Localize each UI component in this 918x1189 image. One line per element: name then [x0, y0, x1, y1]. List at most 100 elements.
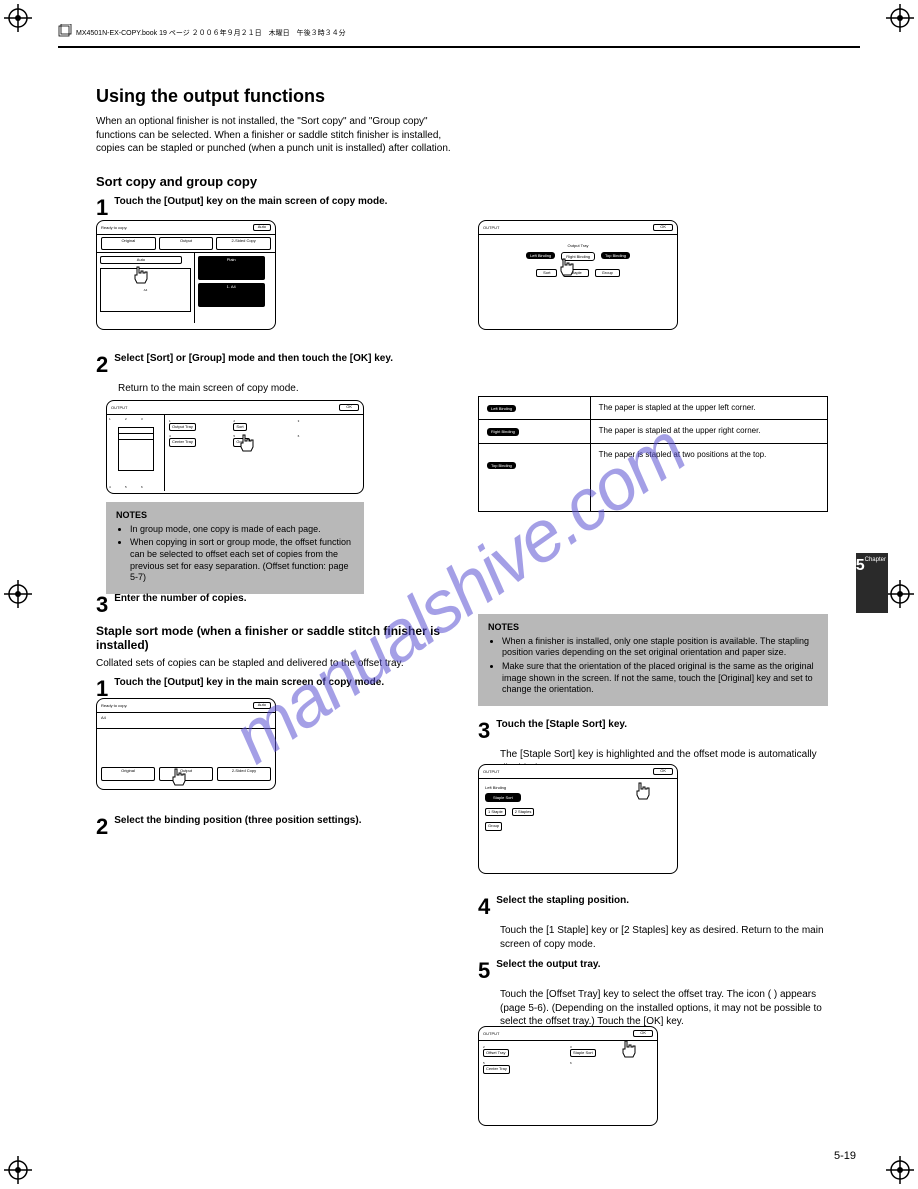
footer-meta: MX4501N-EX-COPY.book 19 ページ ２００６年９月２１日 木… [76, 28, 346, 38]
left-binding-button[interactable]: Left Binding [526, 252, 555, 259]
dark-panel: Plain [198, 256, 265, 280]
auto-button[interactable]: Auto [253, 224, 271, 230]
diagram-title: OUTPUT [483, 769, 499, 774]
diagram-output: OUTPUT OK 1 2 3 4 5 6 1Output Tray 2Sort [106, 400, 364, 494]
step-text: Select [Sort] or [Group] mode and then t… [114, 352, 456, 366]
step-number: 5 [478, 958, 490, 984]
offset-tray-button[interactable]: Offset Tray [483, 1049, 509, 1057]
hand-pointer-icon [169, 767, 189, 789]
hand-pointer-icon [237, 433, 257, 455]
num-label: 2 [125, 417, 127, 421]
section-title: Using the output functions [96, 86, 456, 107]
diagram-binding: OUTPUT OK Output Tray Left Binding Right… [478, 220, 678, 330]
num-label: 6 [141, 485, 143, 489]
two-staples-button[interactable]: 2 Staples [512, 808, 535, 816]
book-icon [58, 24, 72, 38]
one-staple-button[interactable]: 1 Staple [485, 808, 506, 816]
diagram-title: OUTPUT [483, 1031, 499, 1036]
hand-pointer-icon [619, 1039, 639, 1061]
section-intro: When an optional finisher is not install… [96, 115, 456, 156]
step-text: Touch the [Output] key on the main scree… [114, 195, 456, 209]
num-label: 4 [109, 485, 111, 489]
tab-original[interactable]: Original [101, 237, 156, 250]
crop-mark-icon [4, 1156, 32, 1184]
group-button[interactable]: Group [595, 269, 620, 277]
cell-label: 6 [570, 1061, 653, 1065]
binding-desc: The paper is stapled at two positions at… [590, 443, 827, 511]
page-number: 5-19 [834, 1150, 856, 1162]
center-tray-button[interactable]: Center Tray [169, 438, 196, 446]
finisher-heading: Staple sort mode (when a finisher or sad… [96, 624, 456, 653]
diagram-staple-sort: OUTPUT OK Left Binding Staple Sort 1 Sta… [478, 764, 678, 874]
auto-button[interactable]: Auto [253, 702, 271, 708]
side-tab: Chapter 5 [856, 553, 888, 613]
subheading-sort-group: Sort copy and group copy [96, 174, 456, 189]
top-binding-button[interactable]: Top Binding [601, 252, 630, 259]
chapter-number: 5 [856, 557, 865, 575]
step-number: 3 [96, 592, 108, 618]
binding-desc: The paper is stapled at the upper left c… [590, 397, 827, 420]
notes-box: NOTES In group mode, one copy is made of… [106, 502, 364, 594]
group-button[interactable]: Group [485, 822, 502, 830]
staple-sort-button[interactable]: Staple Sort [570, 1049, 596, 1057]
step-number: 2 [96, 814, 108, 840]
tab-2sided[interactable]: 2-Sided Copy [217, 767, 271, 781]
num-label: 5 [125, 485, 127, 489]
note-title: NOTES [488, 622, 818, 634]
dark-panel: 1. A4 [198, 283, 265, 307]
cell-label: 6 [298, 434, 359, 438]
cell-label: 3 [298, 419, 359, 423]
chapter-label: Chapter [865, 557, 886, 563]
diagram-title: Ready to copy. [101, 703, 127, 708]
hand-pointer-icon [131, 265, 151, 287]
step-after: Touch the [1 Staple] key or [2 Staples] … [500, 924, 838, 951]
right-binding-pill: Right Binding [487, 428, 519, 435]
step-after: Return to the main screen of copy mode. [118, 382, 456, 396]
diagram-title: OUTPUT [111, 405, 127, 410]
ok-button[interactable]: OK [339, 404, 359, 410]
step-text: Select the stapling position. [496, 894, 838, 908]
tab-original[interactable]: Original [101, 767, 155, 781]
tab-2sided[interactable]: 2-Sided Copy [216, 237, 271, 250]
crop-mark-icon [886, 4, 914, 32]
step-after: Touch the [Offset Tray] key to select th… [500, 988, 838, 1029]
crop-mark-icon [886, 1156, 914, 1184]
sort-button[interactable]: Sort [233, 423, 246, 431]
finisher-intro: Collated sets of copies can be stapled a… [96, 657, 456, 671]
note-item: Make sure that the orientation of the pl… [502, 661, 818, 696]
hand-pointer-icon [633, 781, 653, 803]
step-text: Select the binding position (three posit… [114, 814, 456, 828]
sort-button[interactable]: Sort [536, 269, 557, 277]
step-text: Touch the [Output] key in the main scree… [114, 676, 456, 690]
diagram-offset-tray: OUTPUT OK 2Offset Tray 3Staple Sort 5Cen… [478, 1026, 658, 1126]
finisher-button[interactable]: Output Tray [169, 423, 196, 431]
binding-table: Left Binding The paper is stapled at the… [478, 396, 828, 512]
step-text: Touch the [Staple Sort] key. [496, 718, 838, 732]
diagram-copy-main: Ready to copy. Auto Original Output 2-Si… [96, 220, 276, 330]
diagram-copy-main: Ready to copy. Auto A4 Original Output 2… [96, 698, 276, 790]
step-text: Enter the number of copies. [114, 592, 456, 606]
num-label: 1 [109, 417, 111, 421]
header-rule [58, 46, 860, 48]
staple-sort-button[interactable]: Staple Sort [485, 793, 521, 802]
step-text: Select the output tray. [496, 958, 838, 972]
left-binding-pill: Left Binding [487, 405, 516, 412]
hand-pointer-icon [557, 257, 577, 279]
step-number: 4 [478, 894, 490, 920]
option-button[interactable]: Auto [100, 256, 182, 264]
center-tray-button[interactable]: Center Tray [483, 1065, 510, 1073]
stack-icon [118, 427, 154, 471]
diagram-title: OUTPUT [483, 225, 499, 230]
ok-button[interactable]: OK [653, 224, 673, 230]
ok-button[interactable]: OK [633, 1030, 653, 1036]
step-number: 2 [96, 352, 108, 378]
note-title: NOTES [116, 510, 354, 522]
output-tray-label: Output Tray [487, 243, 669, 248]
tab-output[interactable]: Output [159, 237, 214, 250]
binding-desc: The paper is stapled at the upper right … [590, 420, 827, 443]
ok-button[interactable]: OK [653, 768, 673, 774]
step-number: 3 [478, 718, 490, 744]
note-item: When a finisher is installed, only one s… [502, 636, 818, 659]
note-item: When copying in sort or group mode, the … [130, 537, 354, 584]
crop-mark-icon [4, 580, 32, 608]
